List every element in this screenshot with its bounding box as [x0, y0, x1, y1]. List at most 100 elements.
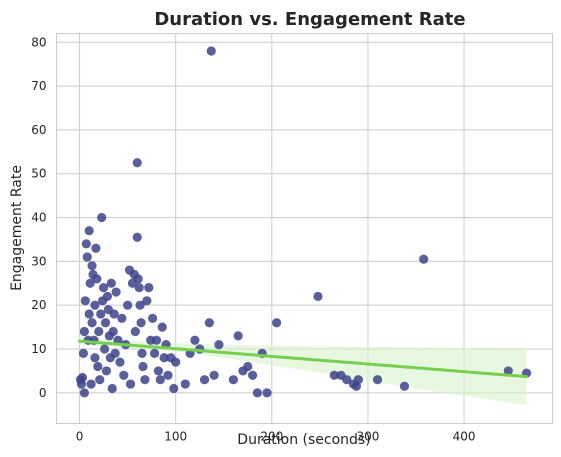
data-point — [157, 322, 167, 332]
data-point — [108, 326, 118, 337]
data-point — [372, 375, 383, 385]
data-point — [99, 344, 110, 354]
data-point — [82, 252, 92, 262]
y-axis-label: Engagement Rate — [9, 165, 25, 291]
confidence-band — [79, 336, 527, 406]
data-point — [171, 357, 181, 367]
data-point — [136, 318, 146, 328]
data-point — [99, 283, 109, 293]
data-point — [111, 287, 121, 297]
data-point — [90, 353, 100, 363]
regression-line-layer — [78, 339, 529, 379]
data-point — [155, 375, 165, 385]
data-point — [169, 383, 179, 394]
regression-line — [78, 339, 529, 379]
data-point — [180, 379, 190, 389]
data-point — [77, 372, 88, 383]
grid — [56, 33, 553, 424]
confidence-band-layer — [79, 336, 527, 406]
data-point — [97, 212, 107, 223]
x-axis-label: Duration (seconds) — [237, 432, 370, 448]
data-point — [138, 361, 148, 372]
data-point — [94, 326, 104, 337]
data-point — [190, 335, 200, 345]
data-point — [115, 357, 125, 367]
data-point — [110, 348, 120, 358]
data-point — [87, 261, 97, 271]
data-point — [86, 379, 96, 389]
data-point — [101, 366, 112, 376]
data-point — [87, 318, 97, 328]
data-point — [262, 388, 272, 398]
x-tick-labels: 0 100 200 300 400 — [76, 430, 476, 444]
data-point — [84, 309, 94, 319]
y-tick-label: 40 — [31, 211, 46, 225]
data-point — [117, 313, 127, 323]
data-point — [151, 335, 162, 345]
data-point — [106, 278, 116, 288]
data-point — [92, 274, 102, 284]
data-point — [148, 313, 158, 323]
data-point — [79, 326, 89, 337]
x-tick-label: 300 — [356, 430, 379, 444]
data-point — [199, 375, 210, 385]
y-tick-labels: 0 10 20 30 40 50 60 70 80 — [31, 35, 46, 400]
data-point — [144, 283, 154, 293]
data-point — [233, 331, 243, 341]
data-point — [149, 348, 160, 358]
y-tick-label: 0 — [39, 386, 47, 400]
data-point — [163, 370, 173, 380]
data-point — [313, 291, 323, 302]
chart-title: Duration vs. Engagement Rate — [154, 9, 465, 30]
data-point — [90, 300, 100, 310]
plot-frame — [56, 33, 553, 424]
y-tick-label: 10 — [31, 342, 46, 356]
data-point — [329, 370, 339, 380]
y-tick-label: 70 — [31, 79, 46, 93]
data-point — [85, 278, 95, 288]
data-point — [204, 318, 214, 328]
data-point — [78, 348, 89, 358]
data-point — [140, 375, 150, 385]
data-points — [75, 46, 532, 398]
data-point — [123, 300, 133, 310]
data-point — [80, 296, 90, 306]
data-point — [79, 388, 89, 398]
data-point — [81, 239, 91, 249]
data-point — [84, 226, 94, 236]
data-point — [95, 375, 105, 385]
data-point — [206, 46, 216, 56]
y-tick-label: 50 — [31, 167, 46, 181]
data-point — [102, 291, 113, 302]
y-tick-label: 30 — [31, 254, 46, 268]
data-point — [132, 232, 142, 242]
data-point — [247, 370, 258, 380]
data-point — [134, 283, 144, 293]
data-point — [135, 300, 145, 310]
x-tick-label: 100 — [164, 430, 187, 444]
data-point — [107, 383, 117, 394]
data-point — [342, 375, 352, 385]
data-point — [130, 326, 140, 337]
data-point — [353, 375, 363, 385]
data-point — [503, 366, 513, 376]
data-point — [214, 340, 224, 350]
data-point — [159, 353, 169, 363]
data-point — [137, 348, 147, 358]
data-point — [133, 274, 143, 284]
data-point — [419, 254, 429, 264]
data-point — [399, 381, 410, 391]
data-point — [91, 243, 101, 253]
x-tick-label: 200 — [260, 430, 283, 444]
data-point — [119, 370, 129, 380]
y-tick-label: 60 — [31, 123, 46, 137]
data-point — [132, 158, 142, 168]
data-point — [209, 370, 219, 380]
data-point — [142, 296, 152, 306]
data-point — [109, 309, 119, 319]
data-point — [228, 375, 238, 385]
data-point — [272, 318, 282, 328]
data-point — [252, 388, 262, 398]
x-tick-label: 400 — [453, 430, 476, 444]
